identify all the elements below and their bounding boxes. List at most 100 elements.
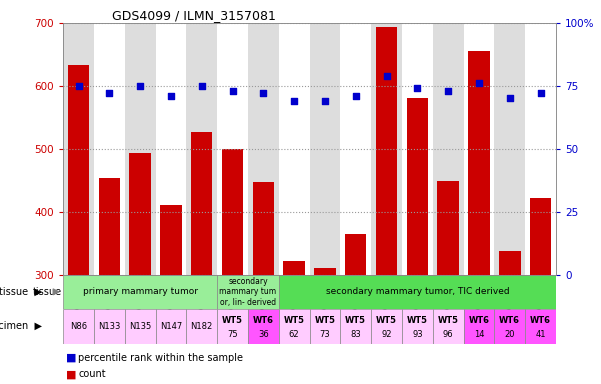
Bar <box>94 309 125 344</box>
Bar <box>495 23 525 275</box>
Text: WT5: WT5 <box>438 316 459 325</box>
Bar <box>160 205 182 384</box>
Bar <box>314 268 336 384</box>
Point <box>166 93 175 99</box>
Text: 20: 20 <box>504 329 515 339</box>
Point <box>258 90 268 96</box>
Bar <box>129 153 151 384</box>
Point <box>412 85 422 91</box>
Bar <box>63 275 217 309</box>
Text: primary mammary tumor: primary mammary tumor <box>82 287 198 296</box>
Bar <box>279 309 310 344</box>
Bar <box>217 309 248 344</box>
Point <box>535 90 545 96</box>
Bar <box>279 23 310 275</box>
Bar <box>125 309 156 344</box>
Bar <box>310 309 340 344</box>
Text: N135: N135 <box>129 322 151 331</box>
Bar <box>310 23 340 275</box>
Point <box>74 83 84 89</box>
Text: N133: N133 <box>98 322 120 331</box>
Text: tissue  ▶: tissue ▶ <box>0 287 42 297</box>
Bar <box>499 251 520 384</box>
Point <box>505 96 514 102</box>
Point <box>444 88 453 94</box>
Text: ■: ■ <box>66 369 76 379</box>
Text: WT6: WT6 <box>468 316 489 325</box>
Bar <box>463 309 495 344</box>
Point <box>289 98 299 104</box>
Bar <box>248 309 279 344</box>
Bar <box>406 99 428 384</box>
Text: 93: 93 <box>412 329 423 339</box>
Bar <box>186 23 217 275</box>
Text: count: count <box>78 369 106 379</box>
Text: secondary mammary tumor, TIC derived: secondary mammary tumor, TIC derived <box>326 287 509 296</box>
Bar <box>433 23 463 275</box>
Bar <box>371 23 402 275</box>
Bar <box>525 23 556 275</box>
Bar <box>371 309 402 344</box>
Text: 92: 92 <box>381 329 392 339</box>
Text: GDS4099 / ILMN_3157081: GDS4099 / ILMN_3157081 <box>112 9 276 22</box>
Text: WT6: WT6 <box>530 316 551 325</box>
Bar <box>279 275 556 309</box>
Bar <box>63 309 94 344</box>
Bar <box>156 309 186 344</box>
Bar <box>376 27 397 384</box>
Text: secondary
mammary tum
or, lin- derived: secondary mammary tum or, lin- derived <box>219 277 276 307</box>
Text: 14: 14 <box>474 329 484 339</box>
Text: N147: N147 <box>160 322 182 331</box>
Text: percentile rank within the sample: percentile rank within the sample <box>78 353 243 363</box>
Bar <box>217 23 248 275</box>
Point <box>382 73 391 79</box>
Text: 41: 41 <box>535 329 546 339</box>
Text: 75: 75 <box>227 329 238 339</box>
Bar <box>94 23 125 275</box>
Bar <box>463 23 495 275</box>
Text: WT5: WT5 <box>376 316 397 325</box>
Bar <box>525 309 556 344</box>
Bar <box>495 309 525 344</box>
Bar <box>529 199 551 384</box>
Text: WT6: WT6 <box>499 316 520 325</box>
Bar <box>402 23 433 275</box>
Bar <box>340 23 371 275</box>
Text: WT5: WT5 <box>314 316 335 325</box>
Point <box>351 93 361 99</box>
Text: WT6: WT6 <box>253 316 274 325</box>
Bar <box>68 65 90 384</box>
Text: 83: 83 <box>350 329 361 339</box>
Text: 96: 96 <box>443 329 453 339</box>
Text: ■: ■ <box>66 353 76 363</box>
Text: WT5: WT5 <box>222 316 243 325</box>
Bar <box>340 309 371 344</box>
Bar <box>438 181 459 384</box>
Bar <box>402 309 433 344</box>
Bar <box>156 23 186 275</box>
Bar <box>191 132 213 384</box>
Text: 73: 73 <box>320 329 331 339</box>
Bar <box>222 149 243 384</box>
Point <box>228 88 237 94</box>
Bar <box>217 275 279 309</box>
Point <box>320 98 330 104</box>
Bar <box>345 234 367 384</box>
Point <box>105 90 114 96</box>
Text: tissue: tissue <box>32 287 61 297</box>
Point <box>474 80 484 86</box>
Text: 36: 36 <box>258 329 269 339</box>
Bar <box>468 51 490 384</box>
Bar <box>433 309 463 344</box>
Text: specimen  ▶: specimen ▶ <box>0 321 42 331</box>
Text: N86: N86 <box>70 322 87 331</box>
Bar <box>99 178 120 384</box>
Bar <box>248 23 279 275</box>
Bar <box>252 182 274 384</box>
Text: 62: 62 <box>289 329 299 339</box>
Bar <box>283 261 305 384</box>
Point <box>197 83 207 89</box>
Text: WT5: WT5 <box>407 316 428 325</box>
Text: WT5: WT5 <box>284 316 305 325</box>
Bar <box>186 309 217 344</box>
